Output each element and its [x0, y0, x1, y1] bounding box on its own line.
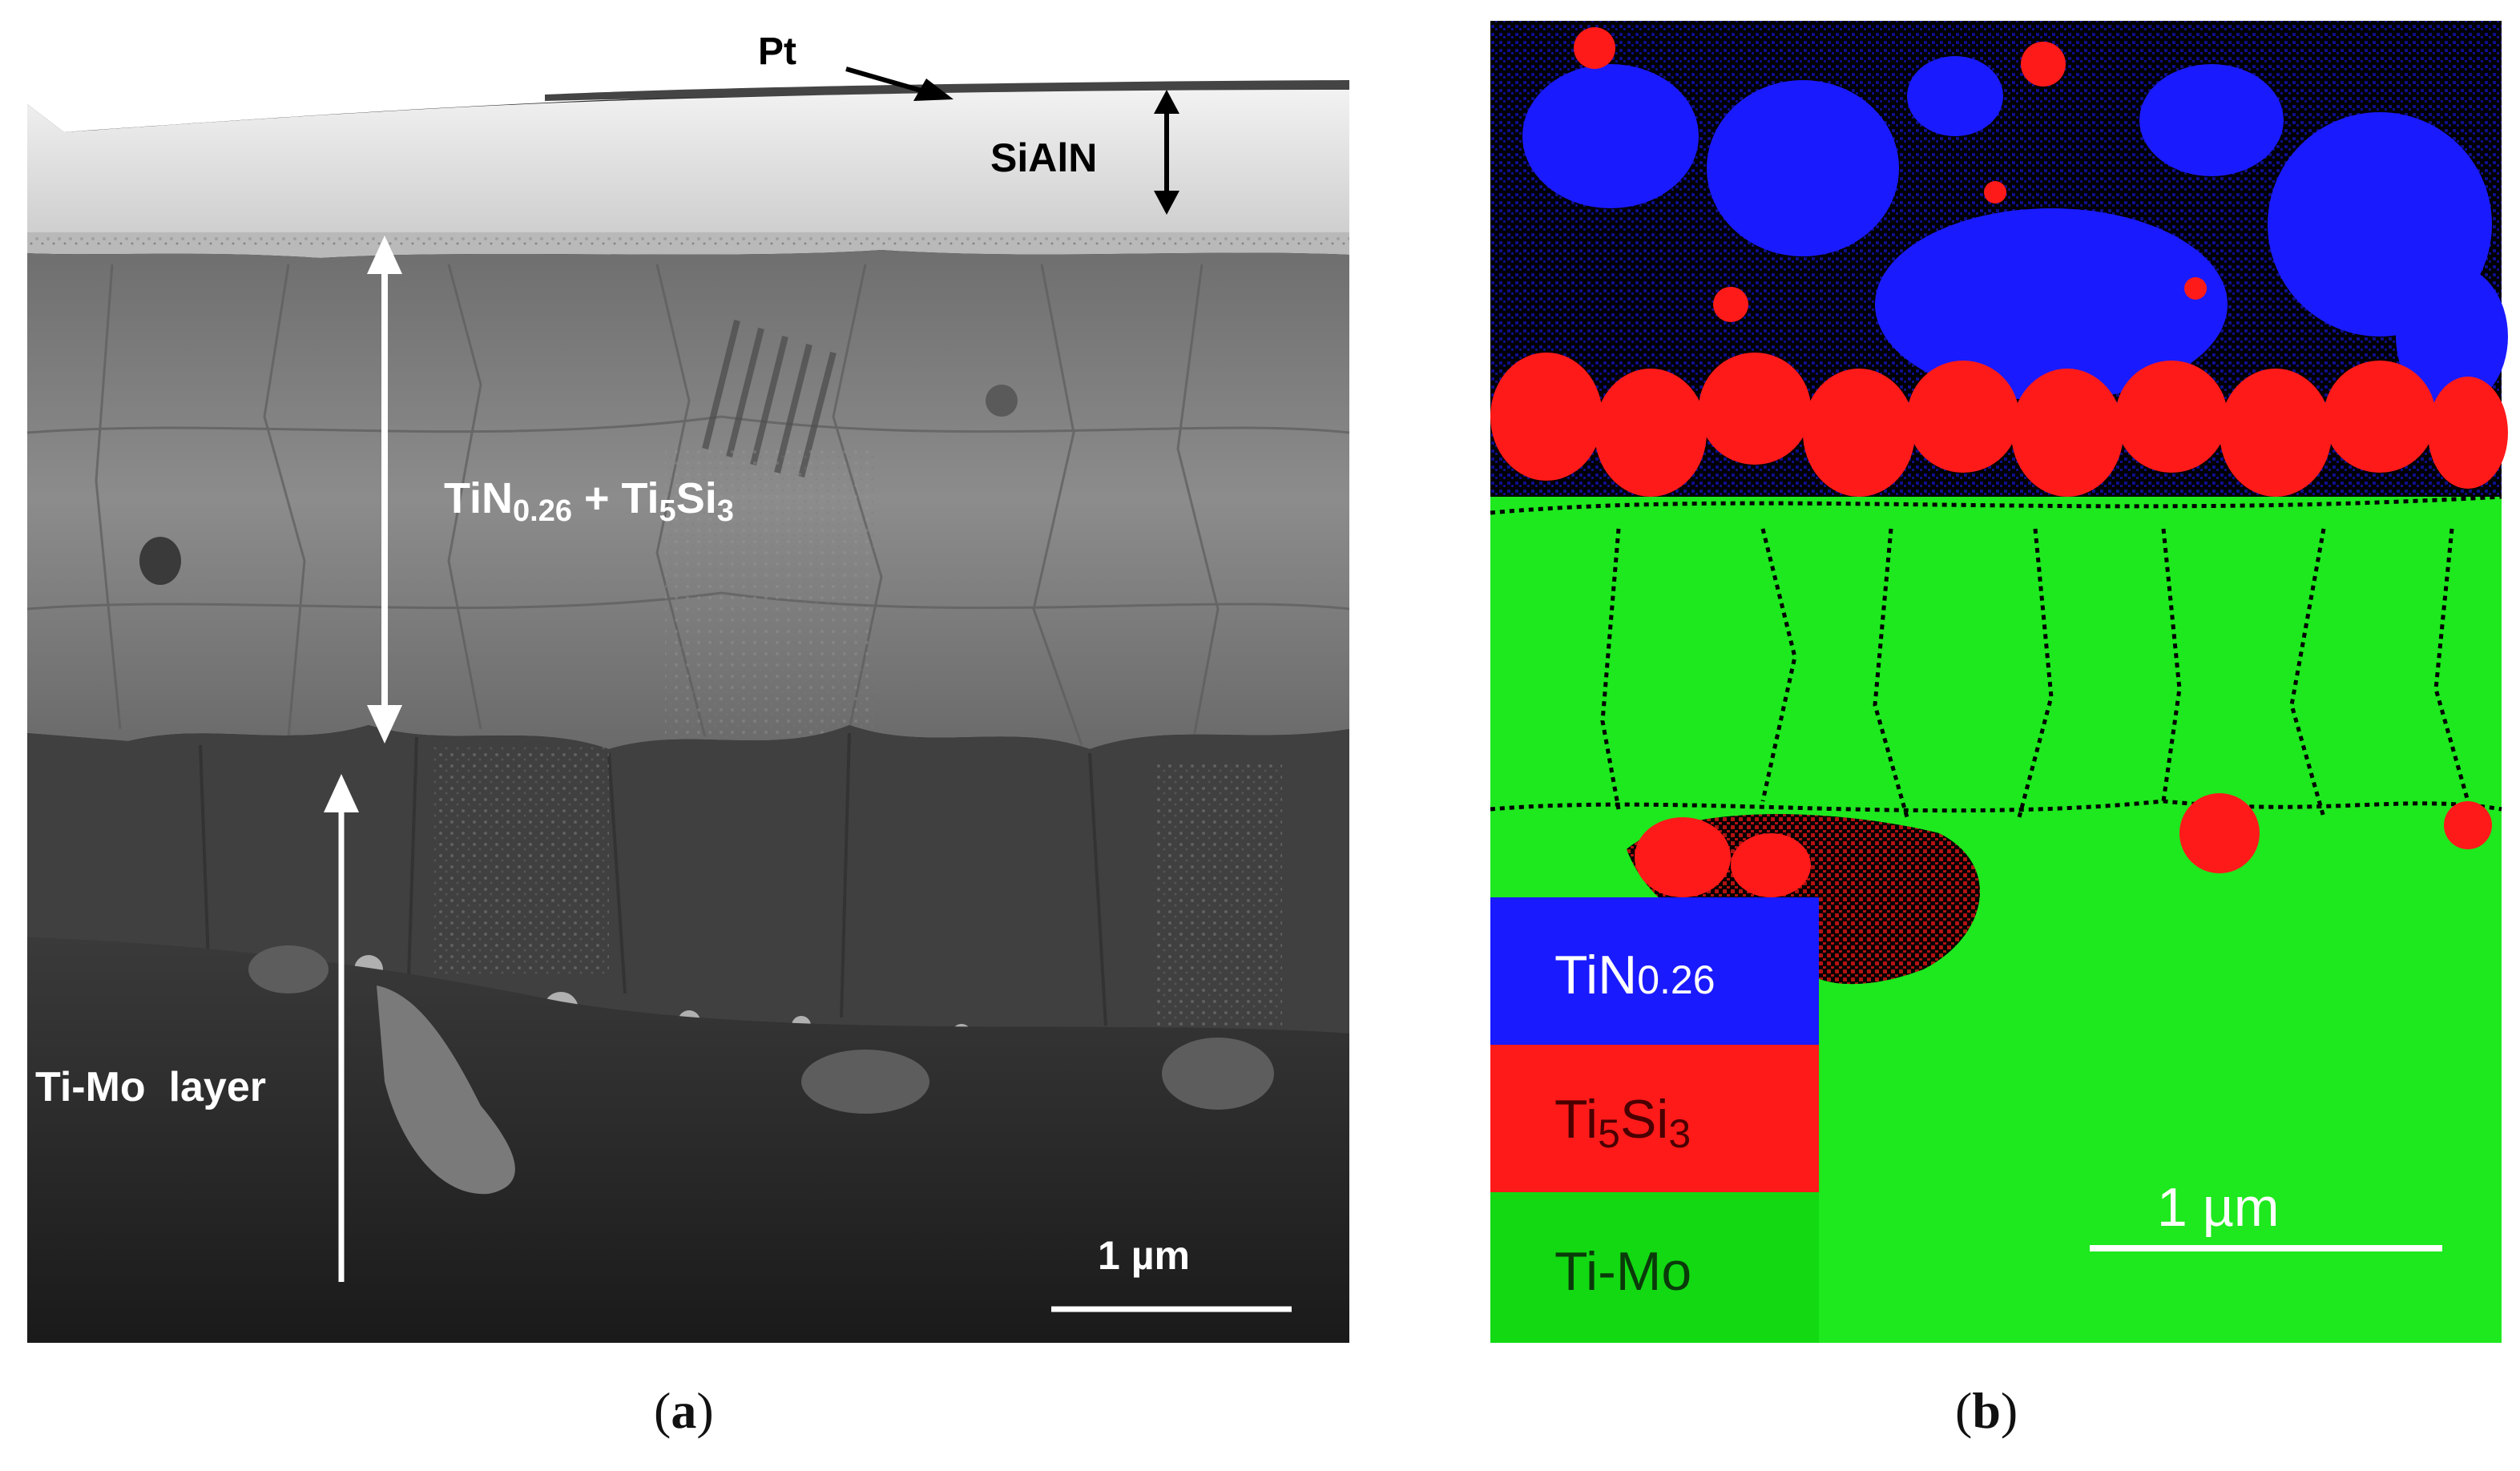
legend-tin: TiN0.26 — [1554, 945, 1716, 1006]
tin-ti5si3-label: TiN0.26 + Ti5Si3 — [444, 474, 734, 528]
phase-map — [1490, 21, 2508, 1343]
panel-b-label: (b) — [1955, 1382, 2018, 1439]
tem-image — [26, 24, 1350, 1343]
sialn-label: SiAlN — [990, 135, 1097, 180]
scale-bar-a-label: 1 µm — [1098, 1233, 1190, 1278]
panel-a-label: (a) — [654, 1382, 714, 1439]
scale-bar-b-label: 1 µm — [2157, 1177, 2280, 1238]
legend-timo: Ti-Mo — [1554, 1241, 1691, 1302]
legend-ti5si3: Ti5Si3 — [1554, 1089, 1691, 1156]
timo-layer-label: Ti-Mo layer — [35, 1064, 266, 1110]
pt-label: Pt — [758, 30, 796, 73]
